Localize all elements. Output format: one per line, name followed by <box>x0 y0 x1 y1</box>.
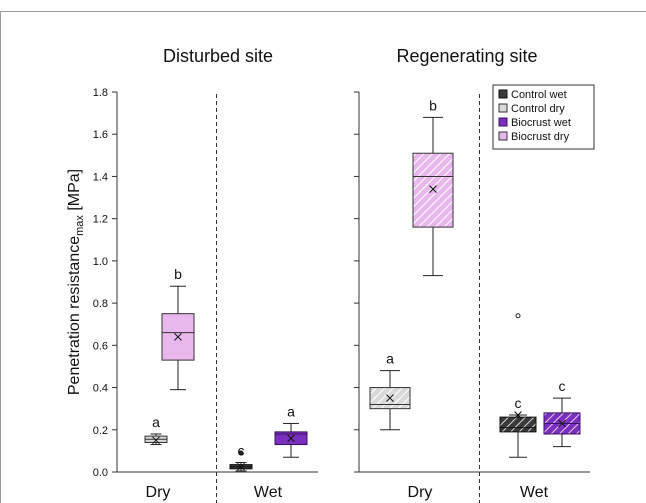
x-category-dry-disturbed: Dry <box>146 484 171 501</box>
x-category-wet-regenerating: Wet <box>520 484 549 501</box>
y-axis-title-unit: [MPa] <box>66 169 83 215</box>
ytick-label: 0.8 <box>93 298 108 310</box>
box-iqr <box>412 152 454 228</box>
disturbed-site-title: Disturbed site <box>163 46 273 66</box>
y-axis-title-subscript: max <box>74 215 86 236</box>
box-iqr <box>499 416 537 433</box>
legend-label-biocrust-wet: Biocrust wet <box>511 117 571 129</box>
x-category-wet-disturbed: Wet <box>254 484 283 501</box>
outlier-point <box>515 313 521 319</box>
legend-swatch-biocrust-wet <box>498 117 508 127</box>
mean-marker <box>152 436 160 445</box>
box-biocrust-dry-dry-regenerating: b <box>412 97 454 277</box>
ytick-label: 1.4 <box>93 171 108 183</box>
box-plots: a b c a a b c c <box>144 97 581 472</box>
legend: Control wet Control dry Biocrust wet Bio… <box>492 84 595 150</box>
significance-letter: c <box>515 395 522 411</box>
mean-marker <box>558 419 566 428</box>
significance-letter: a <box>287 403 295 419</box>
ytick-label: 0.6 <box>93 340 108 352</box>
significance-letter: a <box>152 414 160 430</box>
significance-letter: c <box>559 378 566 394</box>
box-control-wet-wet-disturbed: c <box>229 443 253 472</box>
significance-letter: b <box>429 97 437 113</box>
significance-letter: a <box>386 351 394 367</box>
y-axis-title: Penetration resistancemax [MPa] <box>66 169 86 395</box>
regenerating-site-title: Regenerating site <box>396 46 537 66</box>
ytick-label: 0.2 <box>93 425 108 437</box>
ytick-label: 1.6 <box>93 129 108 141</box>
ytick-label: 1.2 <box>93 214 108 226</box>
legend-swatch-biocrust-dry <box>498 131 508 141</box>
ytick-label: 1.8 <box>93 87 108 99</box>
mean-marker <box>287 434 295 443</box>
box-biocrust-wet-wet-regenerating: c <box>543 378 581 448</box>
ytick-label: 1.0 <box>93 256 108 268</box>
legend-label-biocrust-dry: Biocrust dry <box>511 131 570 143</box>
mean-marker <box>429 185 437 193</box>
ytick-label: 0.0 <box>93 467 108 479</box>
legend-frame <box>492 84 595 150</box>
legend-swatch-control-dry <box>498 103 508 113</box>
y-axis-title-main: Penetration resistance <box>66 236 83 395</box>
box-biocrust-dry-dry-disturbed: b <box>161 266 195 391</box>
mean-marker <box>174 333 182 341</box>
x-category-dry-regenerating: Dry <box>408 484 433 501</box>
box-control-dry-dry-regenerating: a <box>369 351 411 431</box>
box-control-dry-dry-disturbed: a <box>144 414 168 446</box>
mean-marker <box>514 411 522 419</box>
legend-swatch-control-wet <box>498 89 508 99</box>
outlier-point <box>238 450 244 456</box>
legend-label-control-dry: Control dry <box>511 103 565 115</box>
significance-letter: c <box>238 443 245 459</box>
box-biocrust-wet-wet-disturbed: a <box>274 403 308 458</box>
significance-letter: b <box>174 266 182 282</box>
box-control-wet-wet-regenerating: c <box>499 313 537 458</box>
mean-marker <box>237 462 245 471</box>
ytick-label: 0.4 <box>93 383 108 395</box>
legend-label-control-wet: Control wet <box>511 89 567 101</box>
y-axis-ticks: 0.0 0.2 0.4 0.6 0.8 1.0 1.2 1.4 1.6 1.8 <box>93 87 359 479</box>
mean-marker <box>386 394 394 402</box>
